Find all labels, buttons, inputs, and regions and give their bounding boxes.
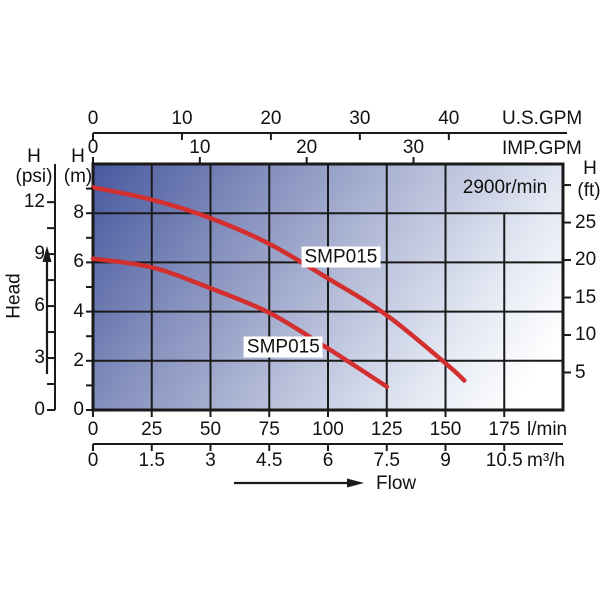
ft-tick-label-15: 15 — [575, 286, 597, 308]
us_gpm-tick-label-40: 40 — [438, 108, 460, 129]
m-tick-label-0: 0 — [73, 399, 84, 420]
imp_gpm-tick-label-10: 10 — [189, 137, 211, 158]
m-tick-label-6: 6 — [73, 251, 84, 273]
m3h-tick-label-3: 3 — [205, 450, 216, 471]
psi-tick-label-3: 3 — [34, 347, 45, 369]
m3h-tick-label-4.5: 4.5 — [256, 450, 283, 471]
psi-tick-label-9: 9 — [34, 243, 45, 265]
ft-tick-label-5: 5 — [575, 361, 586, 383]
head-axis-psi-title: H — [27, 146, 41, 167]
head-axis-ft-title: H — [583, 158, 597, 179]
lmin-tick-label-150: 150 — [429, 419, 462, 440]
us_gpm-tick-label-20: 20 — [260, 108, 282, 129]
us_gpm-tick-label-0: 0 — [87, 108, 99, 129]
flow-direction-label: Flow — [376, 473, 417, 494]
lmin-tick-label-175: 175 — [488, 419, 521, 440]
m3h-tick-label-1.5: 1.5 — [138, 450, 165, 471]
m-tick-label-4: 4 — [73, 300, 84, 322]
m3h-tick-label-6: 6 — [322, 450, 334, 471]
imp_gpm-tick-label-0: 0 — [87, 137, 99, 158]
head-axis-ft-unit: (ft) — [577, 180, 601, 201]
rpm-annotation: 2900r/min — [462, 177, 548, 198]
series-label-0: SMP015 — [301, 246, 381, 268]
ft-tick-label-25: 25 — [575, 211, 597, 233]
lmin-tick-label-25: 25 — [141, 419, 163, 440]
lmin-axis-unit-label: l/min — [527, 419, 568, 440]
flow-arrow-head — [347, 478, 364, 488]
us-gpm-axis-unit-label: U.S.GPM — [502, 108, 583, 129]
lmin-tick-label-75: 75 — [258, 419, 280, 440]
imp_gpm-tick-label-30: 30 — [402, 137, 425, 158]
series-label-1: SMP015 — [243, 336, 323, 358]
us_gpm-tick-label-30: 30 — [349, 108, 371, 129]
m-tick-label-2: 2 — [73, 349, 84, 371]
pump-curve-1 — [90, 256, 390, 389]
psi-tick-label-6: 6 — [34, 295, 45, 317]
psi-tick-label-0: 0 — [34, 399, 45, 420]
imp_gpm-tick-label-20: 20 — [296, 137, 318, 158]
m-tick-label-8: 8 — [73, 202, 84, 224]
m3h-tick-label-0: 0 — [87, 450, 99, 471]
imp-gpm-axis-unit-label: IMP.GPM — [502, 138, 582, 159]
head-arrow-head — [42, 246, 52, 262]
head-axis-m-title: H — [71, 146, 85, 167]
m3h-tick-label-9: 9 — [440, 450, 451, 471]
ft-tick-label-10: 10 — [575, 324, 597, 346]
lmin-tick-label-100: 100 — [312, 419, 344, 440]
lmin-tick-label-125: 125 — [370, 419, 403, 440]
head-axis-psi-unit: (psi) — [15, 166, 53, 187]
psi-tick-label-12: 12 — [23, 191, 45, 213]
m3h-axis-unit-label: m³/h — [527, 450, 565, 471]
lmin-tick-label-0: 0 — [87, 419, 99, 440]
head-axis-m-unit: (m) — [63, 166, 93, 187]
m3h-tick-label-7.5: 7.5 — [373, 450, 400, 471]
ft-tick-label-20: 20 — [575, 249, 597, 271]
us_gpm-tick-label-10: 10 — [171, 108, 193, 129]
lmin-tick-label-50: 50 — [199, 419, 222, 440]
m3h-tick-label-10.5: 10.5 — [485, 450, 523, 471]
